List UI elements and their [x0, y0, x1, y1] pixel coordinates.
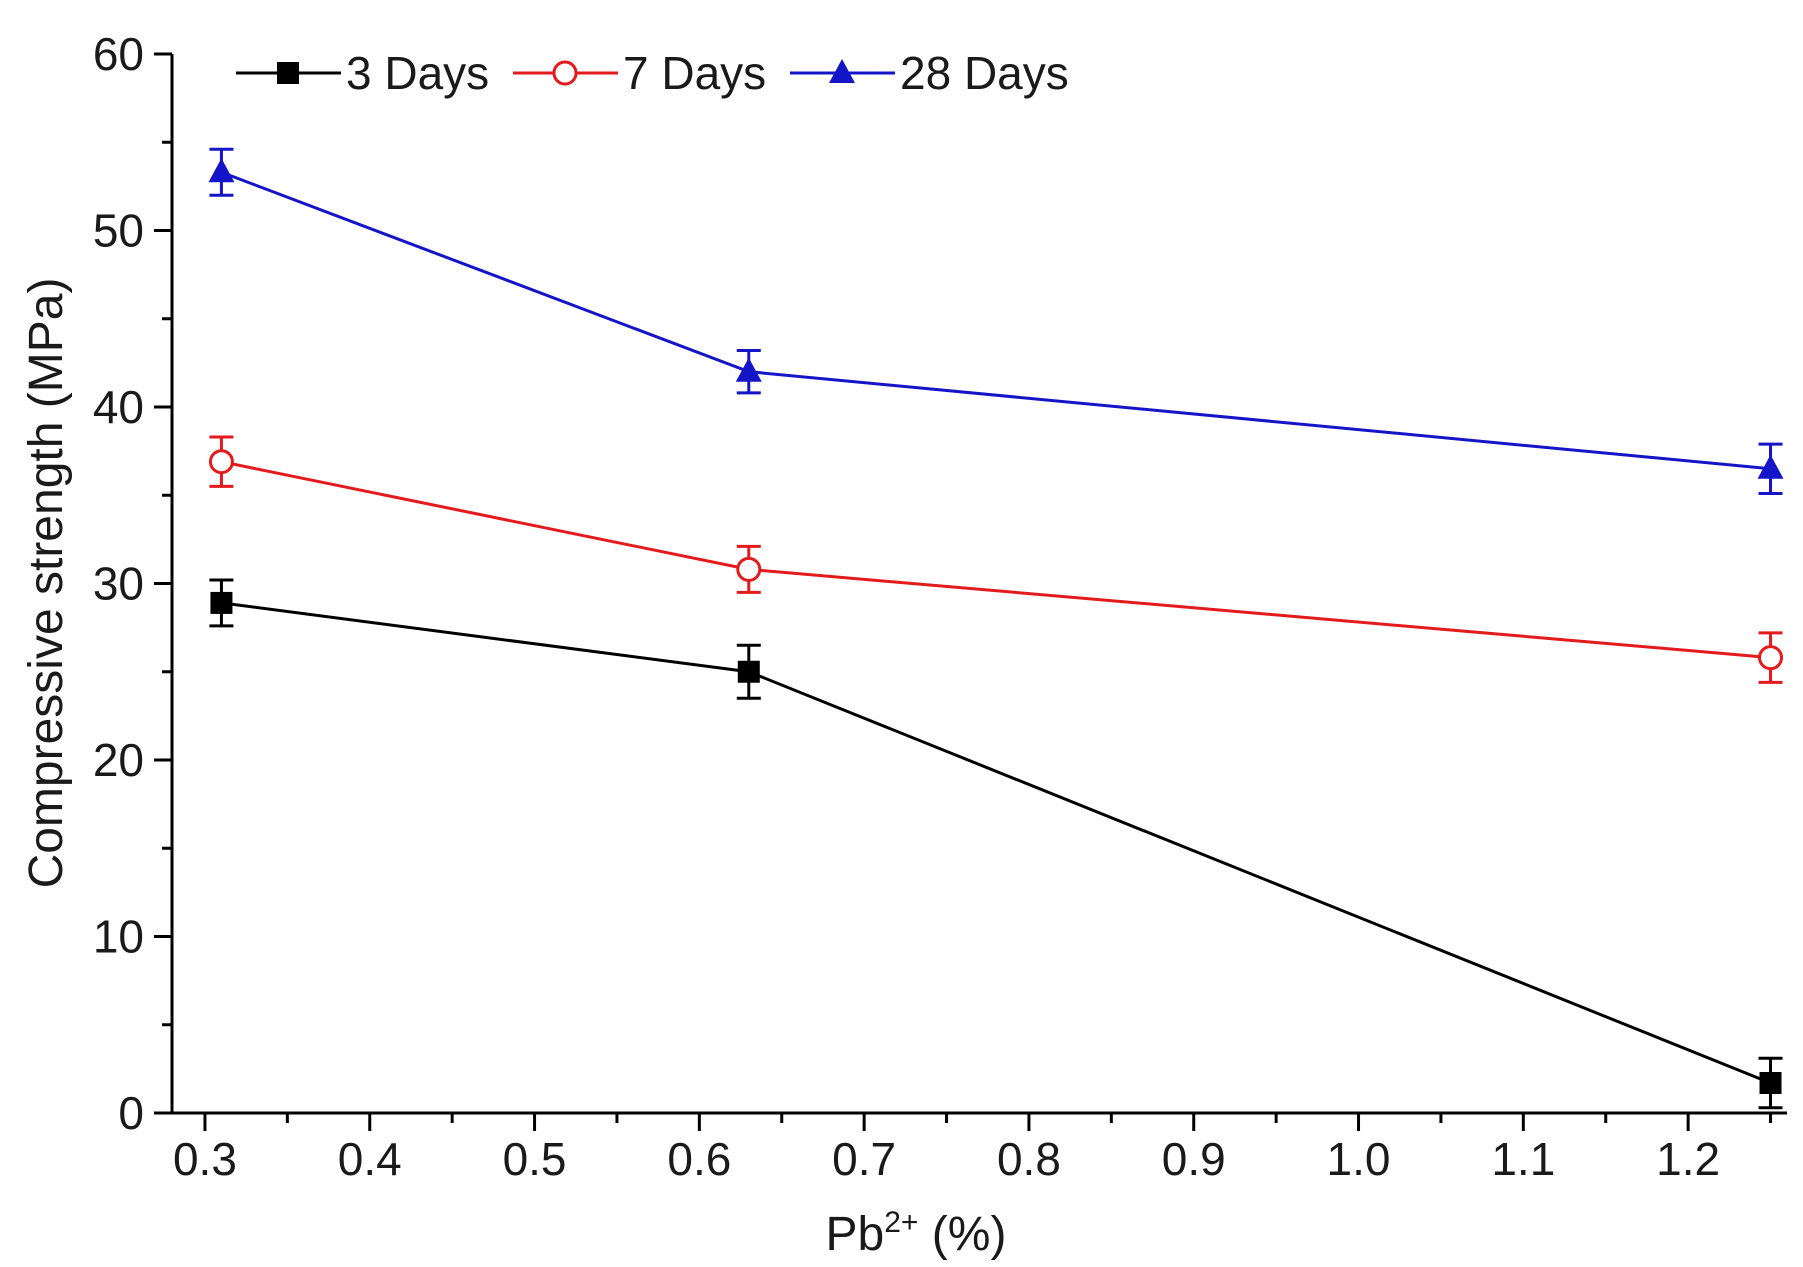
- data-point: [1758, 645, 1784, 671]
- data-point: [737, 660, 760, 683]
- y-tick-label: 30: [93, 558, 144, 610]
- series-layer: [208, 147, 1784, 1110]
- x-axis-title: Pb2+ (%): [826, 1206, 1007, 1261]
- axes: [170, 54, 1787, 1115]
- x-axis-title-suffix: (%): [918, 1208, 1006, 1261]
- x-tick-label: 0.3: [173, 1133, 237, 1185]
- y-tick-label: 40: [93, 381, 144, 433]
- legend: 3 Days 7 Days 28 Days: [236, 47, 1069, 99]
- y-tick-label: 0: [118, 1087, 144, 1139]
- legend-label: 7 Days: [623, 47, 766, 99]
- legend-label: 28 Days: [900, 47, 1069, 99]
- ticks: 0 10 20 30 40 50 60 0.3 0.4 0.5 0.6 0.7 0.8 0.9 1.0 1.1…: [93, 28, 1773, 1185]
- y-axis-title: Compressive strength (MPa): [20, 278, 73, 889]
- x-tick-label: 0.6: [667, 1133, 731, 1185]
- legend-marker: [829, 59, 855, 83]
- series-line: [221, 460, 1771, 660]
- legend-marker: [552, 60, 578, 86]
- x-tick-label: 0.7: [832, 1133, 896, 1185]
- legend-entry: 3 Days: [236, 47, 489, 99]
- x-tick-label: 1.1: [1491, 1133, 1555, 1185]
- legend-label: 3 Days: [346, 47, 489, 99]
- y-tick-label: 50: [93, 205, 144, 257]
- data-point: [1757, 454, 1784, 479]
- y-tick-label: 60: [93, 28, 144, 80]
- x-axis-title-superscript: 2+: [884, 1206, 918, 1239]
- series-3-days: [209, 578, 1783, 1110]
- y-tick-label: 20: [93, 734, 144, 786]
- data-point: [208, 449, 234, 475]
- data-point: [210, 591, 233, 614]
- series-line: [220, 170, 1771, 471]
- y-tick-label: 10: [93, 911, 144, 963]
- x-axis-title-main: Pb: [826, 1208, 885, 1261]
- data-point: [735, 357, 762, 382]
- data-point: [1759, 1071, 1782, 1094]
- legend-entry: 28 Days: [790, 47, 1069, 99]
- series-28-days: [208, 147, 1784, 495]
- x-tick-label: 1.0: [1327, 1133, 1391, 1185]
- x-tick-label: 0.4: [338, 1133, 402, 1185]
- x-tick-label: 0.9: [1162, 1133, 1226, 1185]
- data-point: [736, 556, 762, 582]
- x-tick-label: 0.5: [503, 1133, 567, 1185]
- legend-entry: 7 Days: [513, 47, 766, 99]
- x-tick-label: 0.8: [997, 1133, 1061, 1185]
- series-7-days: [208, 435, 1784, 684]
- legend-marker: [277, 62, 299, 84]
- x-tick-label: 1.2: [1656, 1133, 1720, 1185]
- series-line: [221, 601, 1772, 1085]
- data-point: [208, 158, 235, 183]
